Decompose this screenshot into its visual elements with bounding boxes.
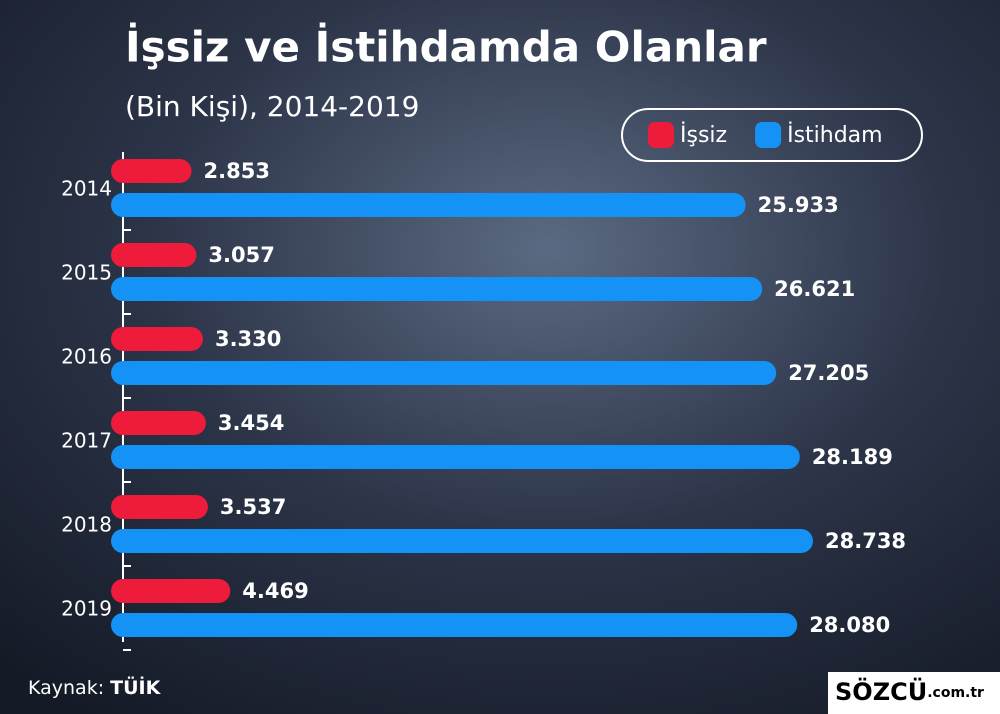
bar xyxy=(111,277,763,301)
value-label: 4.469 xyxy=(242,579,308,603)
source-label: Kaynak: xyxy=(28,677,104,699)
legend-swatch xyxy=(755,122,782,148)
legend-label: İşsiz xyxy=(680,122,727,148)
bar xyxy=(111,411,206,435)
logo-box xyxy=(828,672,1000,714)
y-tick-label: 2014 xyxy=(61,177,112,201)
value-label: 25.933 xyxy=(758,193,839,217)
y-tick-label: 2016 xyxy=(61,345,112,369)
chart-subtitle: (Bin Kişi), 2014-2019 xyxy=(125,90,419,123)
logo-name: SÖZCÜ xyxy=(835,676,927,706)
bar xyxy=(111,613,798,637)
logo-domain: .com.tr xyxy=(927,685,984,701)
source: Kaynak: TÜİK xyxy=(28,675,162,699)
value-label: 28.189 xyxy=(812,445,893,469)
value-label: 28.738 xyxy=(825,529,906,553)
value-label: 27.205 xyxy=(788,361,869,385)
value-label: 3.057 xyxy=(208,243,274,267)
value-label: 26.621 xyxy=(774,277,855,301)
bar xyxy=(111,243,197,267)
legend-swatch xyxy=(648,122,674,148)
bar xyxy=(111,445,800,469)
bar xyxy=(111,159,192,183)
value-label: 3.537 xyxy=(220,495,286,519)
bar xyxy=(111,193,746,217)
value-label: 3.330 xyxy=(215,327,281,351)
y-tick-label: 2015 xyxy=(61,261,112,285)
legend-label: İstihdam xyxy=(787,122,883,148)
bar xyxy=(111,579,231,603)
value-label: 28.080 xyxy=(809,613,890,637)
value-label: 2.853 xyxy=(204,159,270,183)
bar xyxy=(111,361,777,385)
source-name: TÜİK xyxy=(110,675,161,699)
logo: SÖZCÜ.com.tr xyxy=(835,676,984,706)
legend-box xyxy=(621,108,923,162)
y-tick-label: 2017 xyxy=(61,429,112,453)
chart-title: İşsiz ve İstihdamda Olanlar xyxy=(125,22,767,72)
bar xyxy=(111,495,208,519)
value-label: 3.454 xyxy=(218,411,284,435)
bar xyxy=(111,529,813,553)
y-tick-label: 2018 xyxy=(61,513,112,537)
y-tick-label: 2019 xyxy=(61,597,112,621)
bar xyxy=(111,327,203,351)
